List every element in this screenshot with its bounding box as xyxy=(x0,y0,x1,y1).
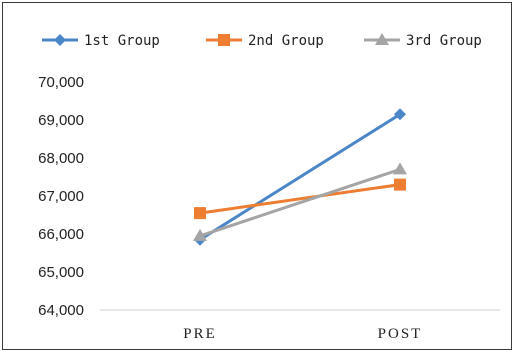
y-tick-label: 66,000 xyxy=(38,226,84,243)
series-lines xyxy=(199,113,401,241)
y-tick-label: 70,000 xyxy=(38,74,84,91)
legend-label: 3rd Group xyxy=(406,33,482,49)
chart-frame xyxy=(2,2,512,350)
data-point-series-3 xyxy=(193,228,207,241)
y-tick-label: 65,000 xyxy=(38,264,84,281)
data-point-series-3 xyxy=(393,162,407,175)
series-line-3 xyxy=(199,167,401,238)
data-point-series-2 xyxy=(194,207,206,220)
series-line-2 xyxy=(199,183,401,215)
x-tick-label: PRE xyxy=(183,326,217,342)
y-tick-label: 68,000 xyxy=(38,150,84,167)
legend: 1st Group 2nd Group 3rd Group xyxy=(42,33,482,49)
x-tick-label: POST xyxy=(378,326,423,342)
data-point-series-2 xyxy=(394,178,406,191)
x-axis-categories: PRE POST xyxy=(183,326,423,342)
series-line-1 xyxy=(199,113,401,241)
legend-marker xyxy=(54,34,66,46)
legend-item-3: 3rd Group xyxy=(364,33,482,49)
legend-marker xyxy=(218,34,230,46)
y-tick-label: 67,000 xyxy=(38,188,84,205)
y-tick-label: 69,000 xyxy=(38,112,84,129)
series-markers xyxy=(193,108,407,246)
legend-marker xyxy=(375,33,389,45)
legend-item-2: 2nd Group xyxy=(206,33,324,49)
legend-label: 1st Group xyxy=(84,33,160,49)
legend-label: 2nd Group xyxy=(248,33,324,49)
y-tick-label: 64,000 xyxy=(38,302,84,319)
y-axis: 64,000 65,000 66,000 67,000 68,000 69,000 70,0… xyxy=(38,74,84,319)
legend-item-1: 1st Group xyxy=(42,33,160,49)
data-point-series-1 xyxy=(394,108,406,121)
